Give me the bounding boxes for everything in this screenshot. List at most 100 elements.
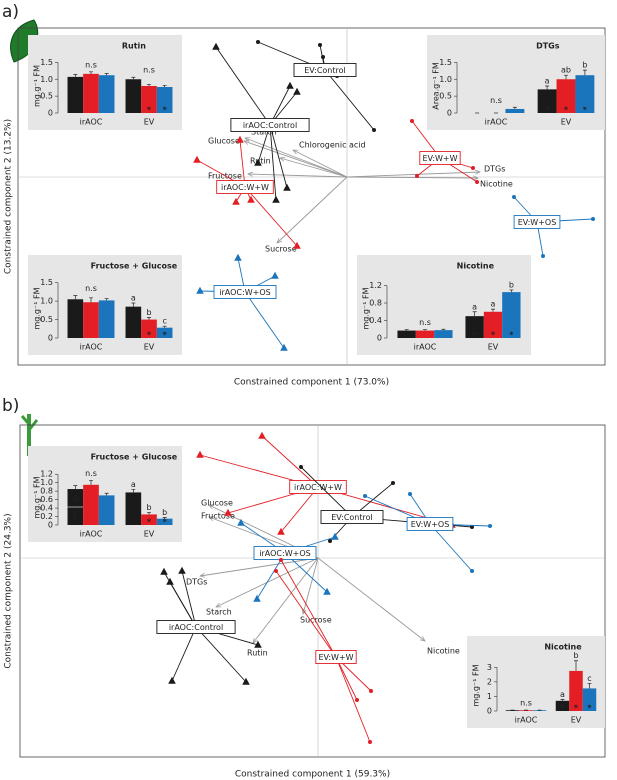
inset-tick-label: 0 <box>48 109 53 118</box>
sample-point <box>372 128 376 132</box>
sample-point <box>254 158 262 166</box>
group-spoke <box>335 656 371 743</box>
sample-point <box>328 539 332 543</box>
sample-point <box>232 197 240 205</box>
error-bar <box>147 83 151 86</box>
group-spoke <box>244 291 285 349</box>
loading-label: Rutin <box>250 157 271 166</box>
group-label-box <box>315 650 357 664</box>
group-spoke <box>280 486 319 533</box>
loading-arrow <box>293 150 348 178</box>
bar <box>83 302 99 338</box>
bar <box>141 319 157 338</box>
group-label-box <box>230 118 310 132</box>
sample-point <box>224 508 232 516</box>
error-bar <box>131 489 136 493</box>
sample-point <box>321 55 325 59</box>
error-bar <box>509 289 514 293</box>
error-bar <box>441 328 446 331</box>
inner-label: F <box>73 510 78 519</box>
sample-point <box>368 740 372 744</box>
bar <box>483 311 503 338</box>
group-spoke <box>215 46 271 126</box>
error-bar <box>423 329 427 331</box>
inset-tick-label: 1.2 <box>369 281 382 290</box>
inset-category: irAOC <box>80 343 103 352</box>
group-label: EV:W+OS <box>518 218 557 227</box>
y-axis-title: Constrained component 2 (24.3%) <box>4 513 14 668</box>
sample-point <box>318 43 322 47</box>
loading-label: Starch <box>251 128 277 137</box>
sample-point <box>196 450 204 458</box>
bar <box>83 73 99 113</box>
loading-label: Nicotine <box>480 180 513 189</box>
inset-category: irAOC <box>80 530 103 539</box>
significance-letter: a <box>560 690 565 699</box>
error-bar <box>104 73 109 76</box>
sample-point <box>234 253 242 261</box>
bar <box>575 75 595 113</box>
group-spoke <box>261 435 319 488</box>
group-significance: n.s <box>85 469 97 478</box>
sample-point <box>272 195 280 203</box>
inset-tick-label: 2 <box>487 677 492 686</box>
group-label: irAOC:W+OS <box>219 288 270 297</box>
significance-star: * <box>564 106 569 115</box>
bar <box>537 89 557 113</box>
significance-letter: b <box>146 308 151 317</box>
sample-point <box>363 494 367 498</box>
error-bar <box>162 325 167 328</box>
significance-star: * <box>147 518 152 527</box>
inset-category: irAOC <box>80 118 103 127</box>
group-label: irAOC:W+W <box>294 483 342 492</box>
group-spoke <box>280 559 337 658</box>
group-label: irAOC:Control <box>243 121 297 130</box>
inset-tick-label: 3 <box>487 663 492 672</box>
loading-arrow <box>280 158 348 178</box>
inset-tick-label: 0.6 <box>40 495 53 504</box>
error-bar <box>564 74 568 80</box>
bar <box>67 299 84 338</box>
sample-point <box>293 87 301 95</box>
loading-label: Sucrose <box>300 616 332 625</box>
inset-tick-label: 0.4 <box>369 316 382 325</box>
bar <box>125 306 142 338</box>
inset-y-label: mg.g⁻¹ FM <box>33 476 42 518</box>
sample-point <box>253 594 261 602</box>
error-bar <box>104 492 109 496</box>
inset-y-label: mg.g⁻¹ FM <box>33 65 42 107</box>
significance-star: * <box>163 106 168 115</box>
sample-point <box>160 567 168 575</box>
loading-arrow <box>244 141 348 178</box>
significance-star: * <box>147 106 152 115</box>
sample-point <box>193 155 201 163</box>
significance-star: * <box>587 704 592 713</box>
error-bar <box>131 76 136 80</box>
sample-point <box>410 119 414 123</box>
sample-point <box>280 343 288 351</box>
group-spoke <box>324 69 375 131</box>
significance-letter: b <box>582 61 587 70</box>
loading-arrow <box>277 176 348 243</box>
bar <box>67 76 84 113</box>
inset-tick-label: 0.4 <box>40 504 53 513</box>
inset-background <box>357 255 531 355</box>
sample-point <box>488 524 492 528</box>
sample-point <box>166 577 174 585</box>
significance-letter: c <box>587 674 591 683</box>
significance-letter: c <box>162 317 166 326</box>
inset-title: Fructose + Glucose <box>91 453 178 462</box>
error-bar <box>472 311 477 317</box>
inner-label: G <box>72 495 78 504</box>
panel-letter: a) <box>2 2 19 22</box>
group-label-box <box>216 180 274 194</box>
inset-tick-label: 0.5 <box>40 315 53 324</box>
significance-letter: a <box>472 302 477 311</box>
sample-point <box>512 195 516 199</box>
inset-tick-label: 1.5 <box>40 278 53 287</box>
sample-point <box>277 527 285 535</box>
bar <box>156 87 173 113</box>
sample-point <box>408 492 412 496</box>
bar <box>83 484 99 525</box>
